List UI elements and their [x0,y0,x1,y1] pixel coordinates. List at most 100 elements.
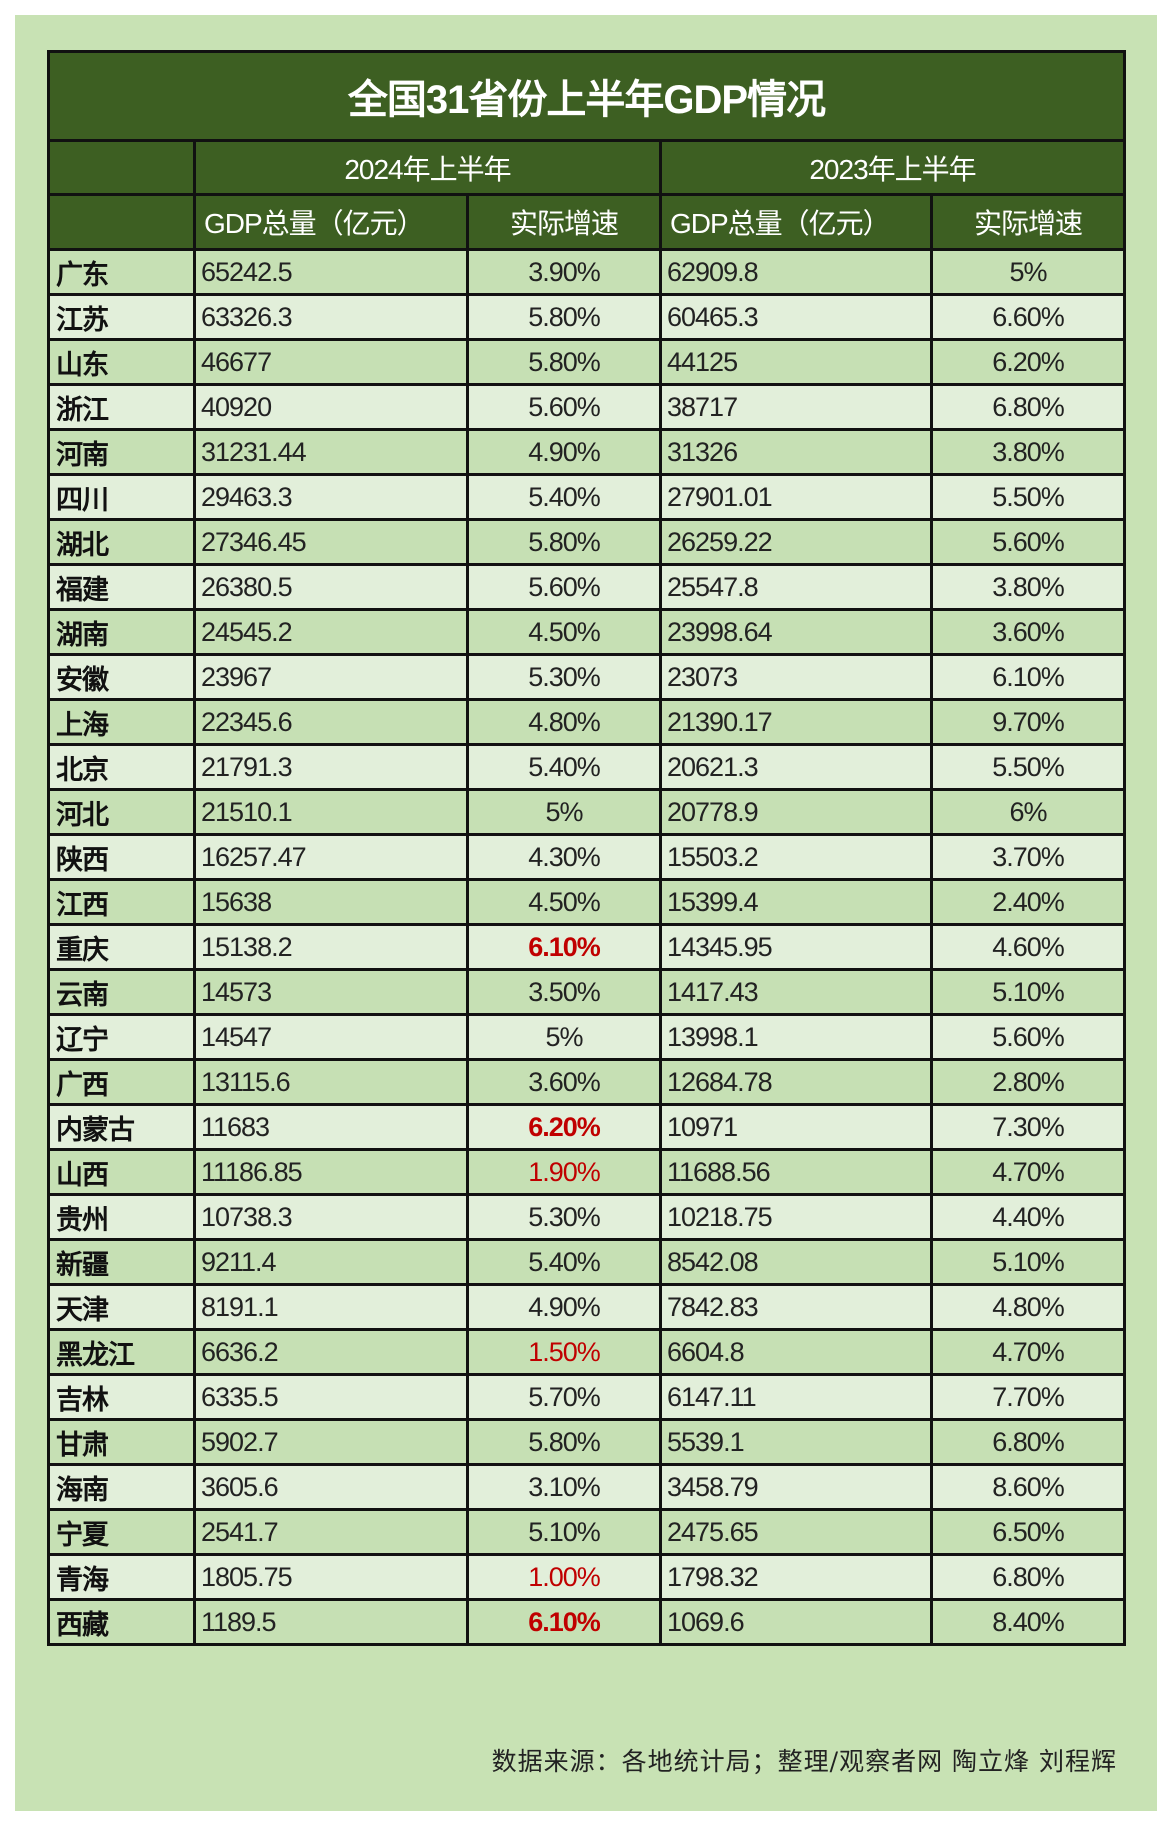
province-cell: 新疆 [47,1238,196,1286]
province-cell: 青海 [47,1553,196,1601]
growth-2023-cell: 5.50% [929,473,1127,521]
growth-2024-cell: 6.10% [466,923,662,971]
gdp-2023-cell: 13998.1 [659,1013,933,1061]
province-cell: 海南 [47,1463,196,1511]
gdp-2024-cell: 23967 [193,653,469,701]
table-row: 浙江 40920 5.60% 38717 6.80% [47,383,1127,431]
province-cell: 上海 [47,698,196,746]
growth-2024-cell: 4.80% [466,698,662,746]
province-cell: 甘肃 [47,1418,196,1466]
gdp-2024-cell: 1189.5 [193,1598,469,1646]
gdp-2024-cell: 65242.5 [193,248,469,296]
gdp-2024-cell: 16257.47 [193,833,469,881]
growth-2024-cell: 6.10% [466,1598,662,1646]
growth-2024-cell: 5% [466,788,662,836]
gdp-2024-cell: 6636.2 [193,1328,469,1376]
gdp-2023-cell: 7842.83 [659,1283,933,1331]
province-cell: 浙江 [47,383,196,431]
gdp-2023-cell: 14345.95 [659,923,933,971]
table-row: 北京 21791.3 5.40% 20621.3 5.50% [47,743,1127,791]
table-row: 陕西 16257.47 4.30% 15503.2 3.70% [47,833,1127,881]
growth-2024-cell: 3.10% [466,1463,662,1511]
table-row: 贵州 10738.3 5.30% 10218.75 4.40% [47,1193,1127,1241]
table-row: 福建 26380.5 5.60% 25547.8 3.80% [47,563,1127,611]
growth-2023-cell: 3.60% [929,608,1127,656]
growth-2023-cell: 9.70% [929,698,1127,746]
province-cell: 辽宁 [47,1013,196,1061]
table-row: 云南 14573 3.50% 1417.43 5.10% [47,968,1127,1016]
gdp-2023-cell: 25547.8 [659,563,933,611]
province-cell: 黑龙江 [47,1328,196,1376]
gdp-2023-cell: 6604.8 [659,1328,933,1376]
table-row: 西藏 1189.5 6.10% 1069.6 8.40% [47,1598,1127,1646]
growth-2024-cell: 4.50% [466,608,662,656]
header-blank-cell [47,193,196,251]
province-cell: 山西 [47,1148,196,1196]
gdp-2024-cell: 21510.1 [193,788,469,836]
gdp-2023-cell: 10971 [659,1103,933,1151]
gdp-2024-cell: 46677 [193,338,469,386]
growth-2024-cell: 1.00% [466,1553,662,1601]
growth-2024-cell: 5.40% [466,743,662,791]
gdp-2024-cell: 40920 [193,383,469,431]
table-row: 山西 11186.85 1.90% 11688.56 4.70% [47,1148,1127,1196]
province-cell: 湖北 [47,518,196,566]
table-row: 山东 46677 5.80% 44125 6.20% [47,338,1127,386]
province-cell: 陕西 [47,833,196,881]
growth-2023-cell: 4.40% [929,1193,1127,1241]
gdp-2023-cell: 44125 [659,338,933,386]
gdp-2024-cell: 10738.3 [193,1193,469,1241]
province-cell: 西藏 [47,1598,196,1646]
growth-2024-cell: 5% [466,1013,662,1061]
table-row: 河南 31231.44 4.90% 31326 3.80% [47,428,1127,476]
growth-2023-cell: 3.70% [929,833,1127,881]
gdp-2023-cell: 20778.9 [659,788,933,836]
table-row: 安徽 23967 5.30% 23073 6.10% [47,653,1127,701]
table-row: 上海 22345.6 4.80% 21390.17 9.70% [47,698,1127,746]
data-source-note: 数据来源：各地统计局；整理/观察者网 陶立烽 刘程辉 [491,1747,1117,1776]
gdp-2024-cell: 27346.45 [193,518,469,566]
gdp-2024-cell: 1805.75 [193,1553,469,1601]
table-row: 天津 8191.1 4.90% 7842.83 4.80% [47,1283,1127,1331]
growth-2024-cell: 5.60% [466,563,662,611]
growth-2023-cell: 3.80% [929,563,1127,611]
header-gdp-2024: GDP总量（亿元） [193,193,469,251]
gdp-2023-cell: 60465.3 [659,293,933,341]
growth-2023-cell: 5.60% [929,1013,1127,1061]
gdp-2023-cell: 23998.64 [659,608,933,656]
gdp-2024-cell: 5902.7 [193,1418,469,1466]
gdp-2023-cell: 6147.11 [659,1373,933,1421]
gdp-2024-cell: 31231.44 [193,428,469,476]
province-cell: 北京 [47,743,196,791]
province-cell: 广东 [47,248,196,296]
growth-2023-cell: 2.40% [929,878,1127,926]
growth-2024-cell: 5.80% [466,338,662,386]
table-row: 四川 29463.3 5.40% 27901.01 5.50% [47,473,1127,521]
province-cell: 河南 [47,428,196,476]
growth-2023-cell: 7.70% [929,1373,1127,1421]
table-row: 海南 3605.6 3.10% 3458.79 8.60% [47,1463,1127,1511]
province-cell: 福建 [47,563,196,611]
growth-2024-cell: 4.90% [466,1283,662,1331]
growth-2023-cell: 6.60% [929,293,1127,341]
province-cell: 河北 [47,788,196,836]
gdp-2023-cell: 23073 [659,653,933,701]
header-row-columns: GDP总量（亿元） 实际增速 GDP总量（亿元） 实际增速 [47,193,1127,251]
gdp-2023-cell: 15399.4 [659,878,933,926]
growth-2023-cell: 5.60% [929,518,1127,566]
growth-2024-cell: 5.80% [466,293,662,341]
table-row: 宁夏 2541.7 5.10% 2475.65 6.50% [47,1508,1127,1556]
gdp-2024-cell: 15638 [193,878,469,926]
province-cell: 山东 [47,338,196,386]
gdp-2024-cell: 6335.5 [193,1373,469,1421]
header-2023: 2023年上半年 [658,139,1127,196]
growth-2023-cell: 4.60% [929,923,1127,971]
province-cell: 内蒙古 [47,1103,196,1151]
growth-2024-cell: 1.90% [466,1148,662,1196]
header-gdp-2023: GDP总量（亿元） [659,193,933,251]
table-row: 河北 21510.1 5% 20778.9 6% [47,788,1127,836]
gdp-2023-cell: 31326 [659,428,933,476]
growth-2023-cell: 8.60% [929,1463,1127,1511]
growth-2023-cell: 6.50% [929,1508,1127,1556]
gdp-2024-cell: 8191.1 [193,1283,469,1331]
